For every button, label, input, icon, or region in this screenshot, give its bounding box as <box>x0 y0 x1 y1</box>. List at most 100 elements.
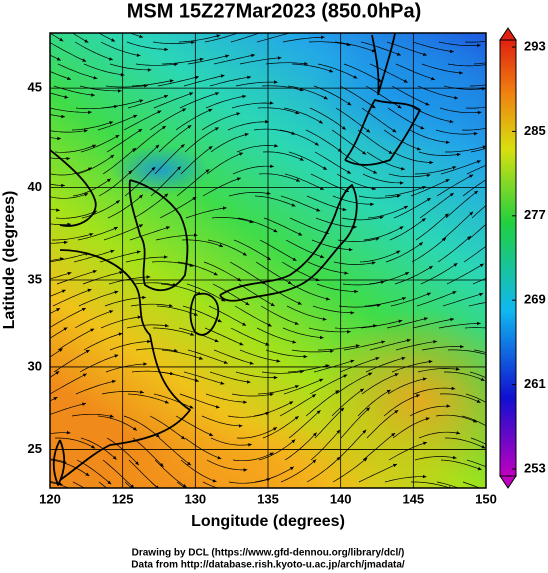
stream-arrow <box>323 166 327 170</box>
stream-arrow <box>446 404 451 408</box>
stream-arrow <box>381 340 386 344</box>
streamline <box>50 114 66 118</box>
stream-arrow <box>269 101 274 105</box>
stream-arrow <box>66 430 71 435</box>
stream-arrow <box>53 397 58 401</box>
stream-arrow <box>223 360 228 364</box>
stream-arrow <box>496 213 500 217</box>
stream-arrow <box>191 40 195 45</box>
stream-arrow <box>88 110 92 115</box>
stream-arrow <box>187 125 192 129</box>
stream-arrow <box>273 427 277 431</box>
stream-arrow <box>209 432 214 436</box>
streamline <box>265 62 308 65</box>
streamline <box>310 173 350 193</box>
streamline <box>161 349 204 360</box>
stream-arrow <box>193 233 198 237</box>
streamline <box>335 372 373 395</box>
title: MSM 15Z27Mar2023 (850.0hPa) <box>127 0 422 22</box>
streamline <box>365 357 406 373</box>
streamline <box>77 226 119 241</box>
colorbar-tick-label: 285 <box>524 123 546 138</box>
streamline <box>155 234 198 241</box>
streamline <box>106 128 143 153</box>
stream-arrow <box>394 410 399 414</box>
stream-arrow <box>476 160 481 164</box>
stream-arrow <box>205 169 210 173</box>
streamline <box>255 261 292 285</box>
x-tick-label: 120 <box>39 491 61 506</box>
streamline <box>413 387 456 395</box>
streamline <box>213 54 256 65</box>
stream-arrow <box>265 119 269 124</box>
streamline <box>261 370 304 374</box>
stream-arrow <box>335 390 340 394</box>
streamline <box>154 143 185 175</box>
stream-arrow <box>111 38 116 42</box>
colorbar-tick-label: 277 <box>524 207 546 222</box>
streamline <box>78 291 119 307</box>
streamline <box>414 166 457 175</box>
streamline <box>262 151 304 161</box>
stream-arrow <box>452 166 457 170</box>
streamline <box>366 151 405 170</box>
streamline <box>50 403 87 415</box>
stream-arrow <box>159 463 164 467</box>
stream-arrow <box>477 466 482 471</box>
stream-arrow <box>195 75 199 80</box>
stream-arrow <box>313 432 317 437</box>
streamline <box>50 42 87 62</box>
stream-arrow <box>155 433 160 438</box>
streamline <box>280 459 317 483</box>
streamline <box>98 170 133 197</box>
stream-arrow <box>422 52 427 56</box>
stream-arrow <box>477 110 482 115</box>
stream-arrow <box>273 375 278 380</box>
stream-arrow <box>291 439 296 444</box>
streamline <box>257 107 300 115</box>
stream-arrow <box>181 435 185 440</box>
stream-arrow <box>354 289 359 294</box>
stream-arrow <box>428 266 433 270</box>
streamline <box>105 85 148 88</box>
stream-arrow <box>56 57 61 61</box>
streamline <box>149 415 186 440</box>
streamline <box>135 348 178 352</box>
streamline <box>53 349 90 373</box>
stream-arrow <box>67 76 71 80</box>
stream-arrow <box>82 373 87 377</box>
streamline <box>411 237 447 263</box>
streamline <box>316 283 359 292</box>
streamline <box>464 40 486 43</box>
stream-arrow <box>454 27 458 30</box>
stream-arrow <box>316 208 321 212</box>
stream-arrow <box>193 312 198 316</box>
stream-arrow <box>58 348 63 352</box>
stream-arrow <box>342 207 347 212</box>
streamline <box>50 193 89 199</box>
streamline <box>236 426 278 439</box>
stream-arrow <box>362 429 367 434</box>
streamline <box>50 272 72 280</box>
stream-arrow <box>402 26 406 29</box>
stream-arrow <box>137 315 142 319</box>
streamline <box>175 108 213 131</box>
streamline <box>176 481 186 488</box>
stream-arrow <box>225 54 230 58</box>
streamline <box>435 414 478 423</box>
streamline <box>102 459 135 488</box>
stream-arrow <box>222 206 227 210</box>
streamline <box>358 463 398 483</box>
stream-arrow <box>217 318 222 323</box>
stream-arrow <box>106 178 111 183</box>
streamline <box>50 481 63 486</box>
streamline <box>391 85 430 106</box>
stream-arrow <box>454 96 458 100</box>
stream-arrow <box>406 338 411 343</box>
streamline <box>206 152 244 175</box>
streamline <box>472 278 486 285</box>
colorbar <box>499 39 517 477</box>
stream-arrow <box>399 181 404 185</box>
stream-arrow <box>249 361 254 365</box>
stream-arrow <box>216 34 221 38</box>
